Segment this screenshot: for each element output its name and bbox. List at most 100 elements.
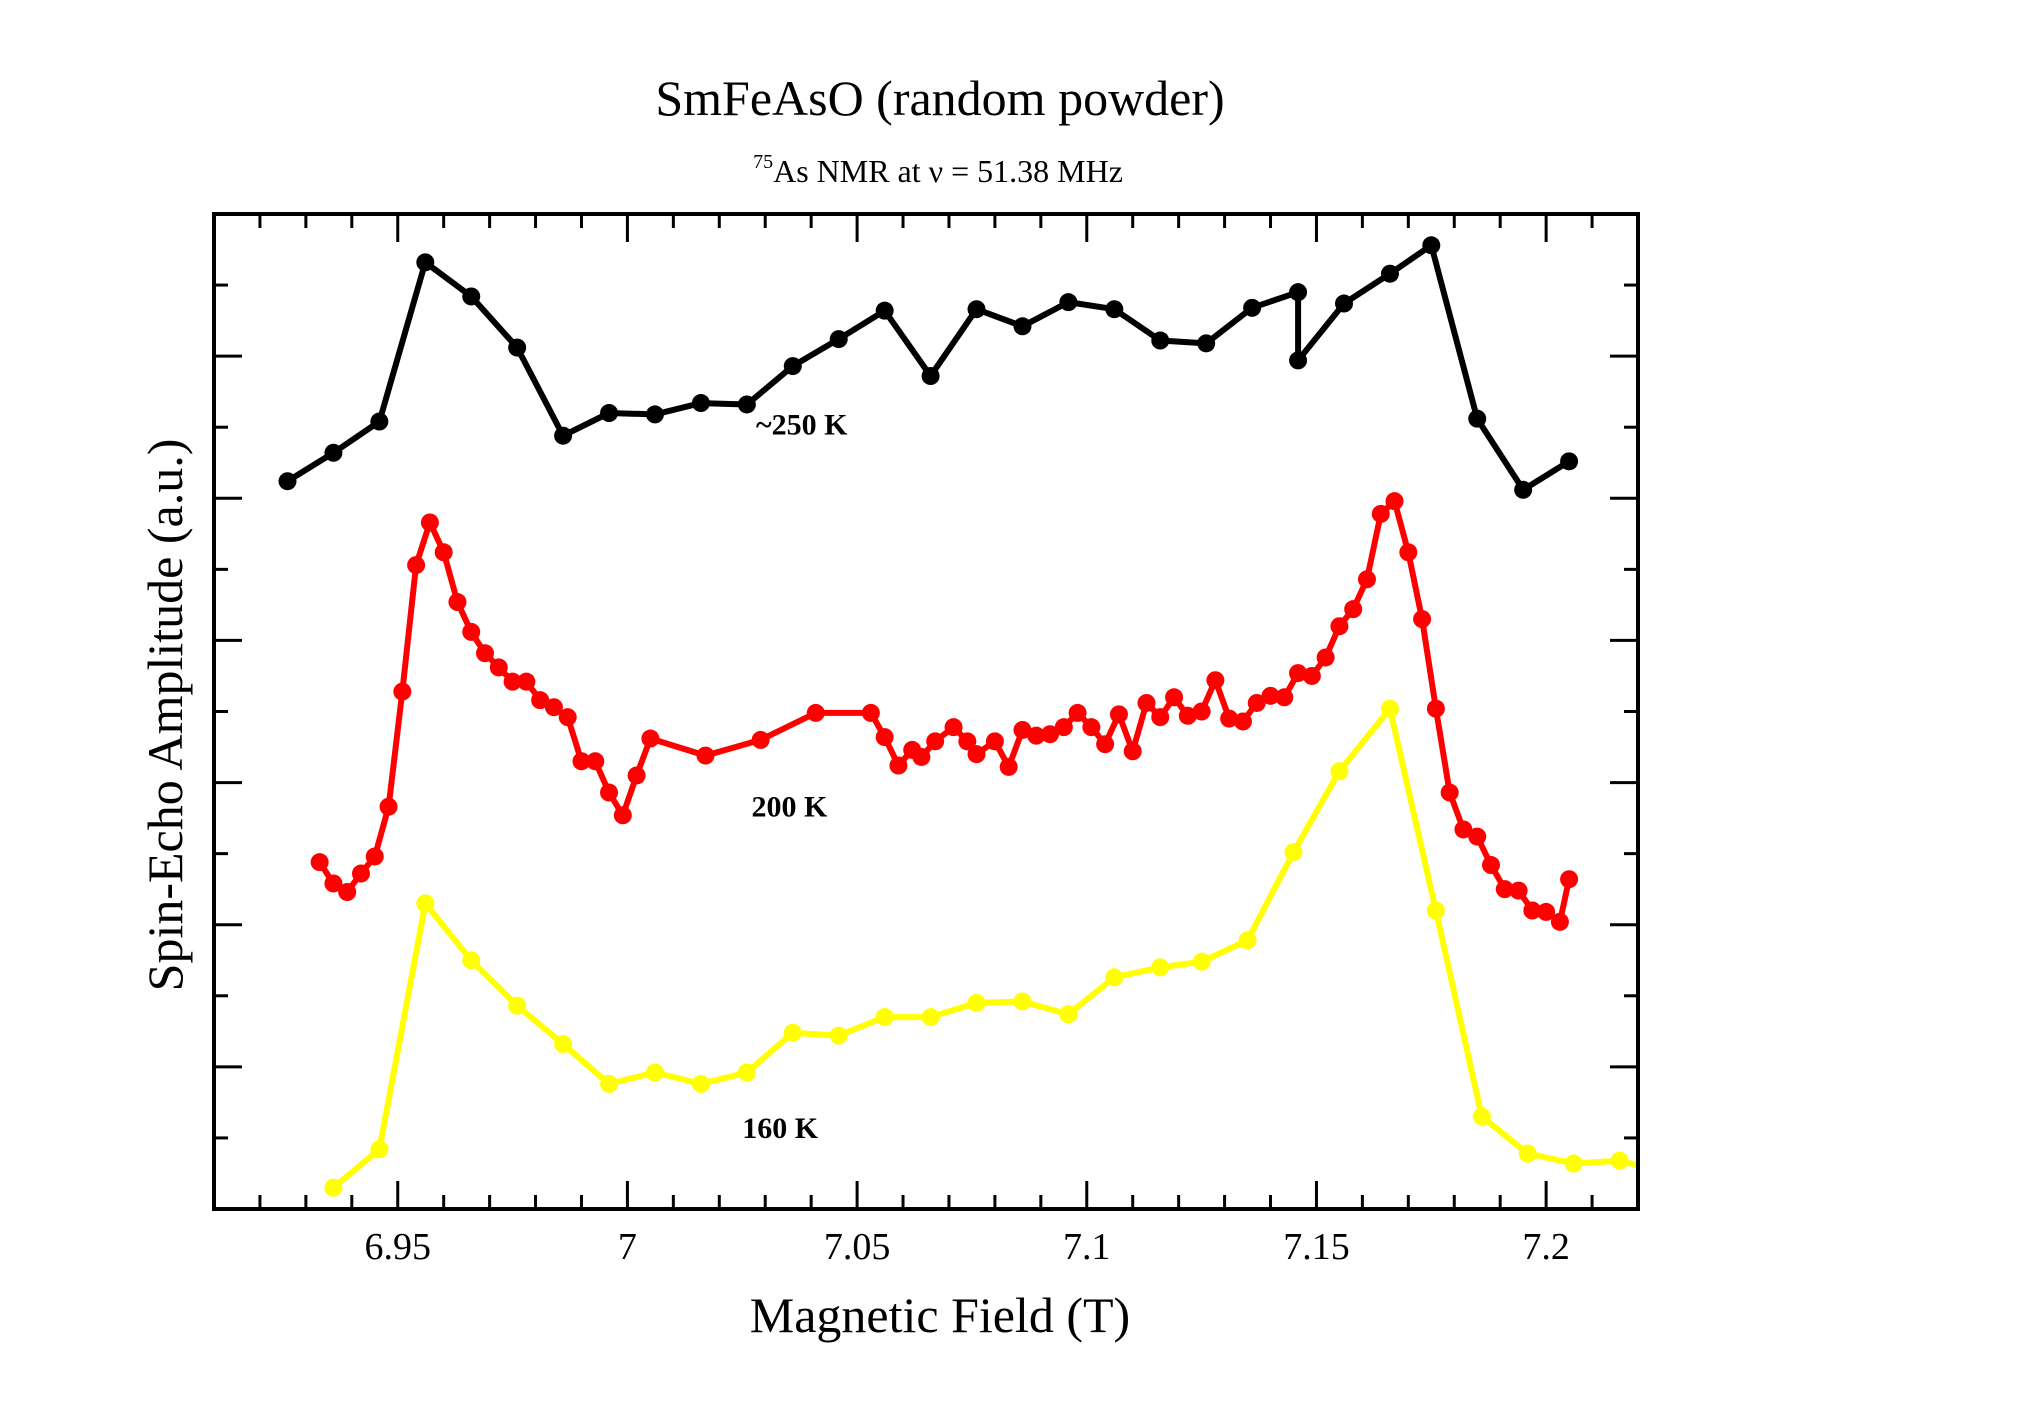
data-point — [324, 1178, 343, 1197]
data-point — [1151, 708, 1170, 727]
data-point — [1243, 298, 1262, 317]
data-point — [1344, 600, 1363, 619]
data-point — [1380, 699, 1399, 718]
data-point — [696, 746, 715, 765]
data-point — [1426, 901, 1445, 920]
chart-title: SmFeAsO (random powder) — [655, 70, 1224, 126]
series-line — [285, 242, 1571, 493]
data-point — [393, 682, 412, 701]
data-point — [1564, 1154, 1583, 1173]
data-point — [1261, 686, 1280, 705]
data-point — [1289, 351, 1308, 370]
data-point — [448, 593, 467, 612]
x-tick-labels: 6.95 7 7.05 7.1 7.15 7.2 — [364, 1226, 1569, 1268]
plot-frame — [212, 212, 1640, 1211]
data-point — [1468, 409, 1487, 428]
data-point — [1027, 726, 1046, 745]
data-point — [324, 443, 343, 462]
data-point — [1275, 688, 1294, 707]
data-point — [379, 797, 398, 816]
data-point — [508, 996, 527, 1015]
data-point — [967, 745, 986, 764]
data-point — [875, 1008, 894, 1027]
data-point — [861, 703, 880, 722]
data-point — [889, 756, 908, 775]
data-point — [278, 472, 297, 491]
data-point — [829, 1026, 848, 1045]
data-point — [783, 357, 802, 376]
data-point — [1422, 236, 1441, 255]
data-point — [1357, 570, 1376, 589]
data-point — [1059, 1005, 1078, 1024]
data-point — [1197, 334, 1216, 353]
data-point — [1041, 725, 1060, 744]
data-point — [416, 894, 435, 913]
data-point — [1523, 901, 1542, 920]
data-point — [600, 404, 619, 422]
data-point — [1192, 702, 1211, 721]
data-point — [944, 718, 963, 737]
data-point — [1137, 693, 1156, 712]
data-point — [1560, 870, 1579, 889]
data-point — [921, 367, 940, 386]
data-point — [613, 806, 632, 825]
series-line — [331, 705, 1638, 1191]
data-point — [370, 412, 389, 431]
data-point — [737, 1063, 756, 1082]
data-point — [875, 301, 894, 320]
data-point — [462, 951, 481, 970]
data-point — [1330, 762, 1349, 781]
data-point — [1509, 881, 1528, 900]
data-point — [554, 426, 573, 445]
data-point — [1105, 968, 1124, 987]
data-point — [407, 556, 426, 575]
data-point — [783, 1023, 802, 1042]
data-point — [1123, 742, 1142, 761]
data-point — [641, 729, 660, 748]
data-point — [572, 752, 591, 771]
data-point — [554, 1035, 573, 1054]
data-point — [558, 708, 577, 727]
series-label: 160 K — [742, 1112, 819, 1145]
data-point — [1440, 783, 1459, 802]
data-point — [1482, 856, 1501, 875]
data-point — [489, 658, 508, 677]
data-point — [462, 287, 481, 306]
data-point — [1206, 671, 1225, 690]
data-point — [1514, 480, 1533, 499]
data-point — [1192, 952, 1211, 971]
x-tick-label: 7.15 — [1283, 1226, 1350, 1268]
data-point — [1330, 617, 1349, 636]
x-tick-label: 7 — [618, 1226, 637, 1268]
data-point — [1316, 648, 1335, 667]
data-point — [503, 672, 522, 691]
isotope-superscript: 75 — [753, 151, 773, 173]
data-point — [1468, 827, 1487, 846]
data-point — [1284, 843, 1303, 862]
data-point — [926, 732, 945, 751]
x-tick-label: 6.95 — [364, 1226, 431, 1268]
axis-ticks — [212, 214, 1640, 1209]
data-point — [1399, 543, 1418, 562]
data-point — [1013, 720, 1032, 739]
data-point — [508, 338, 527, 357]
data-point — [1335, 294, 1354, 313]
data-point — [1560, 452, 1579, 471]
subtitle-text: As NMR at ν = 51.38 MHz — [773, 153, 1123, 189]
x-tick-label: 7.1 — [1063, 1226, 1111, 1268]
data-point — [1151, 331, 1170, 350]
data-point — [1537, 902, 1556, 921]
data-point — [627, 766, 646, 785]
data-point — [1165, 688, 1184, 707]
data-point — [1151, 958, 1170, 977]
y-axis-label: Spin-Echo Amplitude (a.u.) — [137, 439, 193, 992]
x-tick-label: 7.05 — [824, 1226, 891, 1268]
data-point — [1013, 992, 1032, 1011]
data-point — [517, 672, 536, 691]
data-point — [1610, 1151, 1629, 1170]
data-point — [1289, 664, 1308, 683]
data-point — [351, 864, 370, 883]
data-point — [1109, 705, 1128, 724]
data-point — [434, 543, 453, 562]
